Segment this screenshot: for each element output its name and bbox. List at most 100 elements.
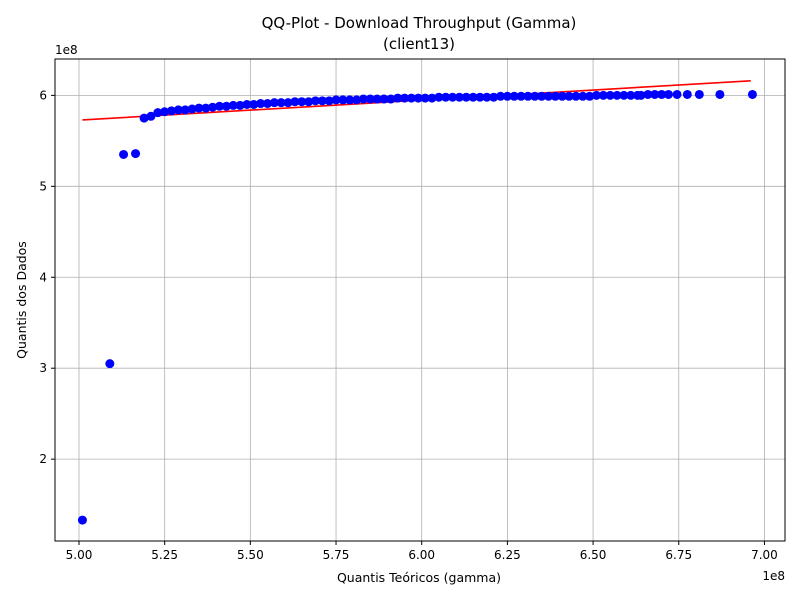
data-point (406, 93, 416, 103)
x-tick-label: 7.00 (751, 548, 778, 562)
data-point (173, 105, 183, 115)
data-point (105, 359, 115, 369)
data-point (290, 97, 300, 107)
data-point (434, 92, 444, 102)
data-point (77, 515, 87, 525)
data-point (386, 94, 396, 104)
data-point (153, 108, 163, 118)
data-point (496, 91, 506, 101)
data-point (201, 103, 211, 113)
data-point (352, 95, 362, 105)
data-point (276, 98, 286, 108)
data-point (420, 93, 430, 103)
data-point (441, 92, 451, 102)
data-point (215, 101, 225, 111)
data-point (379, 94, 389, 104)
data-point (228, 100, 238, 110)
data-point (544, 91, 554, 101)
data-point (468, 92, 478, 102)
data-point (317, 96, 327, 106)
x-tick-label: 5.00 (66, 548, 93, 562)
data-point (262, 99, 272, 109)
data-point (358, 94, 368, 104)
data-point (324, 96, 334, 106)
data-point (180, 105, 190, 115)
data-point (372, 94, 382, 104)
data-point (636, 90, 646, 100)
y-tick-label: 5 (39, 179, 47, 193)
x-tick-label: 6.75 (665, 548, 692, 562)
y-tick-label: 2 (39, 452, 47, 466)
x-axis-ticks: 5.00 5.25 5.50 5.75 6.00 6.25 6.50 6.75 7.00 (66, 541, 778, 562)
data-point (523, 91, 533, 101)
data-point (612, 90, 622, 100)
data-point (139, 113, 149, 123)
data-point (194, 103, 204, 113)
data-point (626, 90, 636, 100)
data-point (619, 90, 629, 100)
data-point (672, 89, 682, 99)
data-point (187, 104, 197, 114)
data-point (304, 97, 314, 107)
data-point (682, 89, 692, 99)
data-point (310, 96, 320, 106)
data-point (592, 90, 602, 100)
x-tick-label: 5.50 (237, 548, 264, 562)
data-point (747, 89, 757, 99)
data-point (694, 89, 704, 99)
y-axis-ticks: 2 3 4 5 6 (39, 88, 55, 466)
data-point (413, 93, 423, 103)
chart-title-line1: QQ-Plot - Download Throughput (Gamma) (262, 14, 577, 32)
data-point (249, 99, 259, 109)
data-point (221, 101, 231, 111)
y-axis-offset-label: 1e8 (55, 43, 78, 57)
y-axis-label: Quantis dos Dados (14, 241, 29, 359)
y-tick-label: 3 (39, 361, 47, 375)
data-point (516, 91, 526, 101)
data-point (131, 149, 141, 159)
data-point (242, 99, 252, 109)
data-points (77, 89, 757, 525)
data-point (598, 90, 608, 100)
axes-frame (54, 58, 786, 542)
data-point (427, 93, 437, 103)
data-point (160, 107, 170, 117)
data-point (297, 97, 307, 107)
data-point (650, 89, 660, 99)
x-tick-label: 5.75 (323, 548, 350, 562)
data-point (208, 102, 218, 112)
data-point (557, 91, 567, 101)
data-point (146, 111, 156, 121)
data-point (550, 91, 560, 101)
data-point (530, 91, 540, 101)
x-axis-offset-label: 1e8 (762, 569, 785, 583)
data-point (482, 92, 492, 102)
x-tick-label: 6.00 (408, 548, 435, 562)
data-point (119, 149, 129, 159)
data-point (365, 94, 375, 104)
data-point (585, 91, 595, 101)
data-point (400, 93, 410, 103)
x-tick-label: 5.25 (151, 548, 178, 562)
data-point (461, 92, 471, 102)
data-point (643, 89, 653, 99)
data-point (564, 91, 574, 101)
data-point (256, 99, 266, 109)
data-point (502, 91, 512, 101)
data-point (235, 100, 245, 110)
data-point (715, 89, 725, 99)
data-point (283, 98, 293, 108)
data-point (489, 92, 499, 102)
x-tick-label: 6.50 (580, 548, 607, 562)
data-point (571, 91, 581, 101)
chart-title-line2: (client13) (383, 35, 455, 53)
data-point (578, 91, 588, 101)
data-point (393, 93, 403, 103)
data-point (448, 92, 458, 102)
data-point (269, 98, 279, 108)
y-tick-label: 6 (39, 88, 47, 102)
y-tick-label: 4 (39, 270, 47, 284)
data-point (509, 91, 519, 101)
